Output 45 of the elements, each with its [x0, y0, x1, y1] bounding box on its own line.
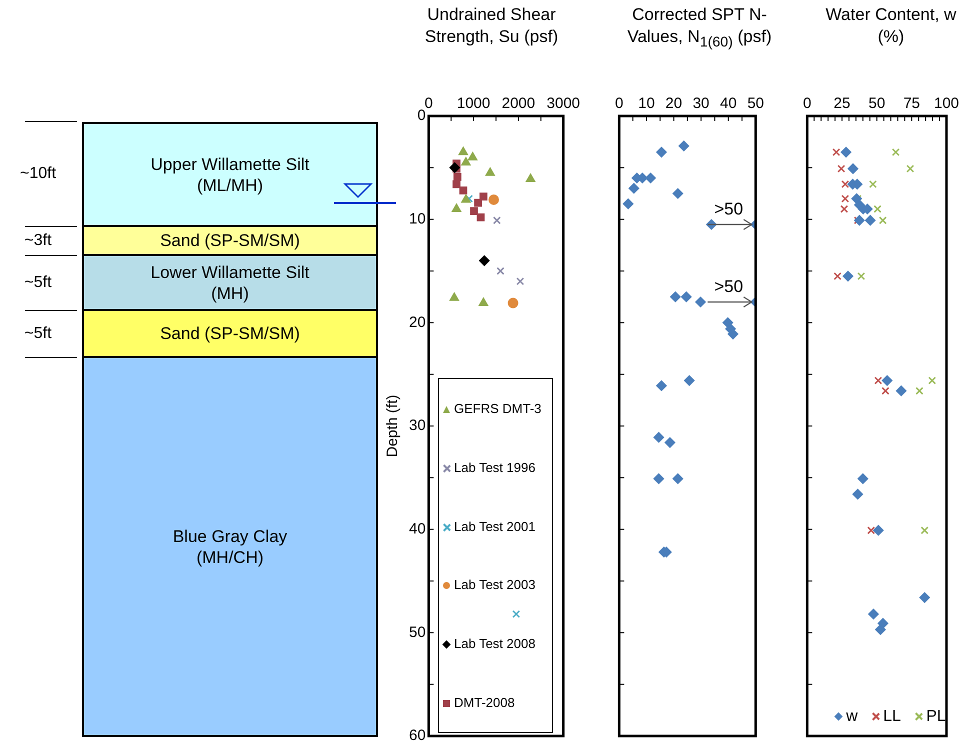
- y-axis-title: Depth (ft): [384, 394, 402, 458]
- legend-label: Lab Test 2001: [454, 518, 536, 534]
- legend-label: DMT-2008: [454, 695, 515, 710]
- x-axis-title: Water Content, w (%): [824, 4, 958, 48]
- x-tick-label: 25: [834, 95, 850, 112]
- category-label: Lower Willamette Silt (MH): [150, 262, 310, 304]
- text: ~5ft: [23, 324, 53, 342]
- x-tick-label: 40: [720, 95, 737, 112]
- category-label: Upper Willamette Silt (ML/MH): [150, 154, 310, 196]
- legend-label: Lab Test 2003: [454, 577, 536, 592]
- y-tick-label: 50: [408, 624, 426, 641]
- x-tick-label: 100: [934, 95, 959, 112]
- annotation: >50: [714, 200, 744, 219]
- legend-label: GEFRS DMT-3: [454, 400, 542, 416]
- text: ~10ft: [18, 164, 58, 182]
- x-axis-title: Corrected SPT N-Values, N$_{1(60)}$ (psf): [626, 4, 773, 52]
- text: ~3ft: [23, 232, 53, 250]
- x-axis-title: Undrained Shear Strength, Su (psf): [424, 4, 560, 48]
- x-tick-label: 20: [665, 95, 682, 112]
- x-tick-label: 75: [903, 95, 920, 112]
- y-tick-label: 20: [408, 314, 426, 331]
- category-label: Blue Gray Clay (MH/CH): [172, 526, 288, 568]
- x-tick-label: 30: [692, 95, 710, 112]
- legend-label: Lab Test 2008: [454, 636, 536, 652]
- x-tick-label: 0: [615, 95, 624, 112]
- y-tick-label: 40: [408, 520, 426, 538]
- text: ~5ft: [23, 274, 53, 292]
- x-tick-label: 1000: [456, 95, 490, 112]
- category-label: Sand (SP-SM/SM): [160, 323, 300, 344]
- legend-label: LL: [883, 708, 901, 725]
- x-tick-label: 50: [868, 95, 886, 112]
- legend-label: PL: [926, 708, 946, 725]
- annotation: >50: [714, 277, 744, 296]
- x-tick-label: 2000: [502, 95, 536, 112]
- x-tick-label: 10: [638, 95, 655, 112]
- x-tick-label: 0: [803, 95, 812, 112]
- y-tick-label: 60: [408, 727, 426, 744]
- legend-label: w: [846, 708, 858, 725]
- category-label: Sand (SP-SM/SM): [160, 230, 300, 251]
- x-tick-label: 3000: [546, 95, 580, 112]
- y-tick-label: 30: [408, 417, 426, 434]
- y-tick-label: 10: [408, 210, 426, 228]
- legend-label: Lab Test 1996: [454, 460, 536, 475]
- x-tick-label: 50: [747, 95, 764, 112]
- y-tick-label: 0: [417, 107, 426, 124]
